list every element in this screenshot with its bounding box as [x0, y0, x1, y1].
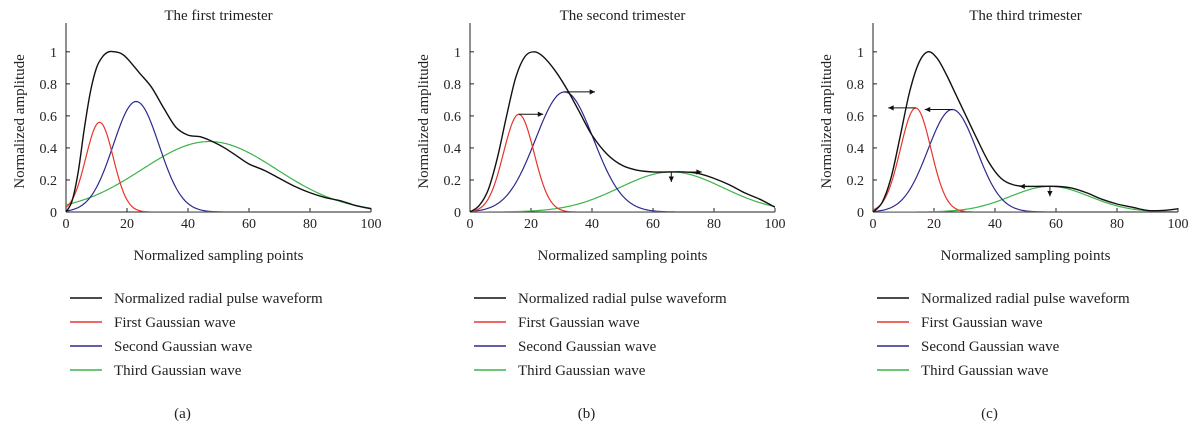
y-tick-label: 0.8	[40, 78, 58, 93]
y-tick-label: 0.8	[847, 78, 865, 93]
shift-arrow-second-head	[589, 89, 596, 95]
x-axis-label: Normalized sampling points	[941, 248, 1111, 264]
series-lines	[66, 50, 371, 212]
x-tick-label: 60	[1049, 217, 1063, 232]
series-line-waveform	[470, 51, 775, 212]
legend-label: Second Gaussian wave	[921, 339, 1060, 355]
chart-panel-2: The second trimester 0 20 40 60 80 100 0 0.2 0.4 0…	[416, 8, 786, 422]
legend: Normalized radial pulse waveform First Ga…	[474, 291, 727, 379]
x-tick-label: 80	[707, 217, 721, 232]
chart-panel-1: The first trimester 0 20 40 60 80 100 0 0.2 0.4 0.…	[12, 8, 382, 422]
y-tick-label: 0.6	[40, 110, 58, 125]
x-tick-label: 80	[303, 217, 317, 232]
legend-label: Third Gaussian wave	[114, 363, 242, 379]
legend-label: First Gaussian wave	[518, 315, 640, 331]
shift-arrow-first	[888, 105, 916, 111]
series-line-waveform	[66, 50, 371, 212]
legend-label: Second Gaussian wave	[518, 339, 657, 355]
y-axis-label: Normalized amplitude	[12, 54, 28, 189]
x-tick-label: 60	[242, 217, 256, 232]
y-tick-label: 0.6	[847, 110, 865, 125]
legend-label: Normalized radial pulse waveform	[114, 291, 323, 307]
legend-label: Third Gaussian wave	[921, 363, 1049, 379]
legend-label: First Gaussian wave	[921, 315, 1043, 331]
chart-title: The second trimester	[560, 8, 686, 24]
x-tick-label: 0	[63, 217, 70, 232]
series-line-gaussian-2	[66, 100, 371, 212]
series-lines	[470, 51, 775, 212]
x-axis-label: Normalized sampling points	[134, 248, 304, 264]
x-axis-label: Normalized sampling points	[538, 248, 708, 264]
legend: Normalized radial pulse waveform First Ga…	[70, 291, 323, 379]
series-line-waveform	[873, 51, 1178, 212]
y-tick-label: 1	[454, 46, 461, 61]
x-tick-label: 20	[927, 217, 941, 232]
shift-arrow-first-head	[888, 105, 894, 111]
x-tick-label: 100	[1168, 217, 1189, 232]
drop-arrow-third-head	[668, 176, 674, 182]
shift-arrow-third-head	[696, 169, 702, 175]
x-tick-label: 20	[120, 217, 134, 232]
series-line-gaussian-1	[873, 107, 1178, 212]
series-line-gaussian-1	[66, 121, 371, 212]
panel-label: (b)	[578, 406, 596, 422]
y-tick-label: 0	[454, 206, 461, 221]
x-tick-label: 20	[524, 217, 538, 232]
series-line-gaussian-1	[470, 113, 775, 212]
legend: Normalized radial pulse waveform First Ga…	[877, 291, 1130, 379]
y-axis-label: Normalized amplitude	[819, 54, 835, 189]
shift-arrow-second-head	[924, 106, 931, 113]
x-tick-label: 40	[988, 217, 1002, 232]
y-tick-label: 1	[857, 46, 864, 61]
y-tick-label: 0	[857, 206, 864, 221]
x-tick-label: 0	[467, 217, 474, 232]
series-line-gaussian-3	[873, 185, 1178, 212]
x-tick-label: 60	[646, 217, 660, 232]
legend-label: Second Gaussian wave	[114, 339, 253, 355]
shift-arrow-third	[671, 169, 702, 175]
panel-label: (a)	[174, 406, 191, 422]
legend-label: Normalized radial pulse waveform	[518, 291, 727, 307]
y-tick-label: 1	[50, 46, 57, 61]
series-lines	[873, 51, 1178, 212]
y-tick-label: 0.6	[444, 110, 462, 125]
y-tick-label: 0.4	[444, 142, 462, 157]
y-tick-label: 0.4	[40, 142, 58, 157]
y-tick-label: 0.2	[40, 174, 58, 189]
shift-arrow-second	[924, 106, 953, 113]
drop-arrow-third	[1047, 186, 1053, 197]
y-tick-label: 0.2	[444, 174, 462, 189]
shift-arrow-third-head	[1019, 183, 1025, 189]
x-tick-label: 80	[1110, 217, 1124, 232]
x-tick-label: 0	[870, 217, 877, 232]
series-line-gaussian-3	[66, 140, 371, 209]
chart-title: The first trimester	[164, 8, 272, 24]
y-tick-label: 0.8	[444, 78, 462, 93]
legend-label: Third Gaussian wave	[518, 363, 646, 379]
chart-title: The third trimester	[969, 8, 1081, 24]
legend-label: Normalized radial pulse waveform	[921, 291, 1130, 307]
drop-arrow-third	[668, 171, 674, 182]
x-tick-label: 40	[181, 217, 195, 232]
y-tick-label: 0	[50, 206, 57, 221]
y-tick-label: 0.4	[847, 142, 865, 157]
x-tick-label: 40	[585, 217, 599, 232]
x-tick-label: 100	[765, 217, 786, 232]
y-tick-label: 0.2	[847, 174, 865, 189]
chart-panel-3: The third trimester 0 20 40 60 80 100 0 0.2 0.4 0.…	[819, 8, 1189, 422]
drop-arrow-third-head	[1047, 190, 1053, 197]
shift-arrow-first	[518, 111, 544, 117]
series-line-gaussian-2	[470, 91, 775, 212]
panel-label: (c)	[981, 406, 998, 422]
legend-label: First Gaussian wave	[114, 315, 236, 331]
series-line-gaussian-2	[873, 108, 1178, 212]
shift-arrow-third	[1019, 183, 1050, 189]
series-line-gaussian-3	[470, 171, 775, 212]
shift-arrow-second	[564, 89, 596, 95]
x-tick-label: 100	[361, 217, 382, 232]
shift-arrow-first-head	[537, 111, 544, 117]
y-axis-label: Normalized amplitude	[416, 54, 432, 189]
